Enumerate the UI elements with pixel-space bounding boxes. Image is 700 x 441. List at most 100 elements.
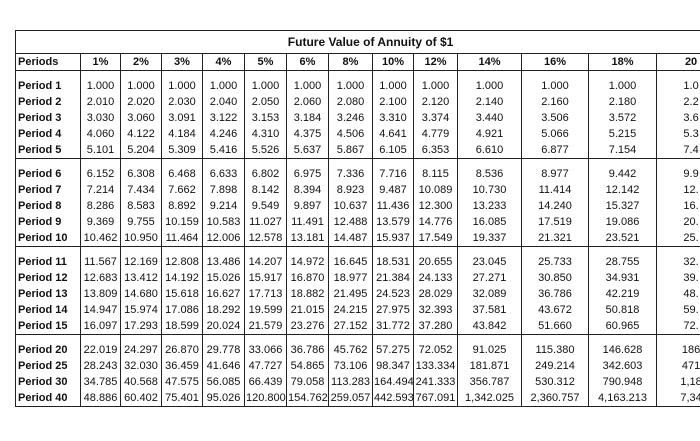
table-cell: 7,34 (655, 390, 700, 407)
table-cell: 1.0 (655, 70, 700, 94)
table-cell: 5.066 (521, 126, 589, 142)
period-label: Period 8 (15, 198, 81, 214)
table-cell: 1.000 (161, 70, 203, 94)
table-cell: 4.641 (372, 126, 414, 142)
table-cell: 10.950 (120, 230, 162, 247)
table-cell: 5.416 (202, 142, 245, 159)
table-cell: 5.637 (286, 142, 329, 159)
table-cell: 7.214 (80, 182, 121, 198)
table-cell: 12. (655, 182, 700, 198)
table-cell: 18.531 (372, 246, 414, 270)
table-row: Period 2 2.010 2.020 2.030 2.040 2.050 2.060 2.… (15, 94, 700, 110)
table-cell: 10.089 (413, 182, 458, 198)
table-cell: 30.850 (521, 270, 589, 286)
table-cell: 3.122 (202, 110, 245, 126)
table-cell: 31.772 (372, 318, 414, 335)
table-cell: 1.000 (521, 70, 589, 94)
table-cell: 164.494 (372, 374, 414, 390)
table-cell: 13.579 (372, 214, 414, 230)
table-cell: 6.152 (80, 158, 121, 182)
table-cell: 9.487 (372, 182, 414, 198)
table-cell: 1.000 (588, 70, 657, 94)
period-label: Period 6 (15, 158, 81, 182)
table-cell: 18.977 (328, 270, 373, 286)
table-cell: 47.575 (161, 374, 203, 390)
table-cell: 33.066 (244, 334, 287, 358)
table-cell: 16.870 (286, 270, 329, 286)
table-cell: 249.214 (521, 358, 589, 374)
table-cell: 11.027 (244, 214, 287, 230)
table-cell: 3.153 (244, 110, 287, 126)
table-cell: 115.380 (521, 334, 589, 358)
table-cell: 9.369 (80, 214, 121, 230)
table-cell: 1.000 (286, 70, 329, 94)
table-cell: 98.347 (372, 358, 414, 374)
table-cell: 2.050 (244, 94, 287, 110)
table-row: Period 11 11.567 12.169 12.808 13.486 14.207 1… (15, 246, 700, 270)
table-cell: 4.184 (161, 126, 203, 142)
table-cell: 4.921 (457, 126, 522, 142)
table-cell: 2.030 (161, 94, 203, 110)
table-cell: 133.334 (413, 358, 458, 374)
table-cell: 12.683 (80, 270, 121, 286)
table-cell: 20.655 (413, 246, 458, 270)
table-cell: 7.434 (120, 182, 162, 198)
table-cell: 48.886 (80, 390, 121, 407)
table-cell: 16.097 (80, 318, 121, 335)
table-cell: 19.337 (457, 230, 522, 247)
table-cell: 5.215 (588, 126, 657, 142)
period-label: Period 2 (15, 94, 81, 110)
table-cell: 3.506 (521, 110, 589, 126)
table-cell: 14.487 (328, 230, 373, 247)
period-label: Period 9 (15, 214, 81, 230)
table-row: Period 10 10.462 10.950 11.464 12.006 12.578 1… (15, 230, 700, 247)
period-label: Period 14 (15, 302, 81, 318)
table-cell: 5.867 (328, 142, 373, 159)
period-label: Period 25 (15, 358, 81, 374)
table-cell: 7.336 (328, 158, 373, 182)
table-cell: 54.865 (286, 358, 329, 374)
table-cell: 28.243 (80, 358, 121, 374)
table-cell: 24.133 (413, 270, 458, 286)
table-row: Period 8 8.286 8.583 8.892 9.214 9.549 9.897 10… (15, 198, 700, 214)
table-cell: 50.818 (588, 302, 657, 318)
table-cell: 32.393 (413, 302, 458, 318)
table-cell: 16.645 (328, 246, 373, 270)
title-row: Future Value of Annuity of $1 (15, 30, 700, 54)
table-cell: 7.154 (588, 142, 657, 159)
table-cell: 3.184 (286, 110, 329, 126)
table-cell: 11.491 (286, 214, 329, 230)
table-cell: 6.353 (413, 142, 458, 159)
table-cell: 2.140 (457, 94, 522, 110)
table-cell: 36.786 (521, 286, 589, 302)
table-cell: 21.384 (372, 270, 414, 286)
period-label: Period 12 (15, 270, 81, 286)
table-cell: 11.567 (80, 246, 121, 270)
period-label: Period 13 (15, 286, 81, 302)
table-cell: 16.085 (457, 214, 522, 230)
table-cell: 14.680 (120, 286, 162, 302)
table-cell: 16. (655, 198, 700, 214)
table-cell: 18.599 (161, 318, 203, 335)
table-cell: 2,360.757 (521, 390, 589, 407)
table-cell: 13.233 (457, 198, 522, 214)
table-cell: 21.321 (521, 230, 589, 247)
table-cell: 342.603 (588, 358, 657, 374)
table-cell: 43.842 (457, 318, 522, 335)
table-cell: 2.2 (655, 94, 700, 110)
table-cell: 259.057 (328, 390, 373, 407)
table-cell: 60.965 (588, 318, 657, 335)
annuity-table: Future Value of Annuity of $1 Periods 1% 2%… (15, 30, 700, 407)
table-cell: 3.374 (413, 110, 458, 126)
table-cell: 13.809 (80, 286, 121, 302)
column-header: 20 (655, 53, 700, 71)
table-cell: 2.060 (286, 94, 329, 110)
table-cell: 24.297 (120, 334, 162, 358)
table-cell: 10.462 (80, 230, 121, 247)
table-cell: 18.292 (202, 302, 245, 318)
table-cell: 8.142 (244, 182, 287, 198)
table-cell: 37.280 (413, 318, 458, 335)
table-cell: 14.192 (161, 270, 203, 286)
table-cell: 15.026 (202, 270, 245, 286)
column-header: 4% (202, 53, 245, 71)
